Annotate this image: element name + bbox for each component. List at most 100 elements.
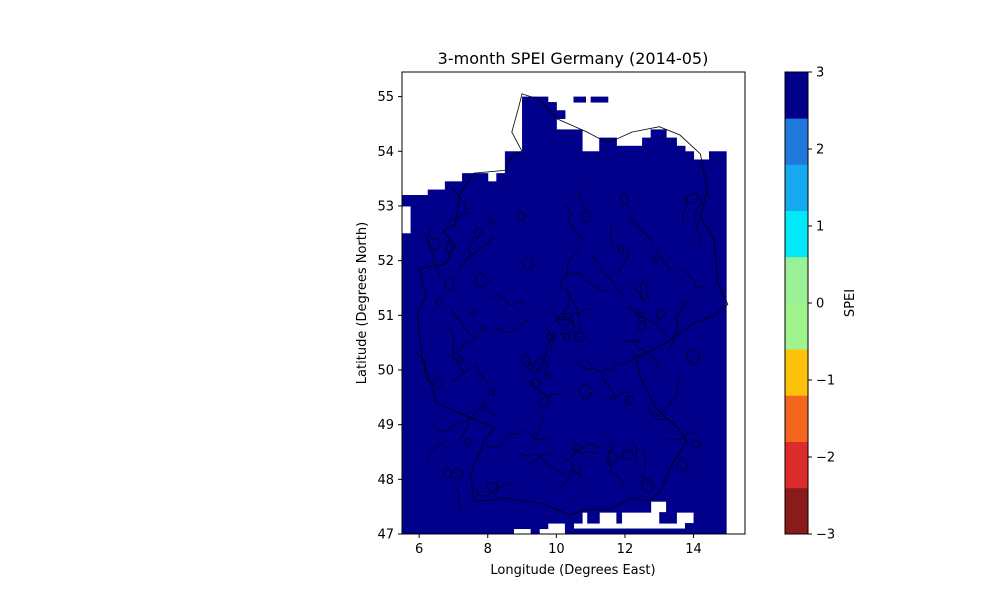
- district-line: [539, 391, 562, 397]
- grid-cell-block: [522, 118, 557, 130]
- district-outline: [572, 443, 581, 452]
- y-tick-label: 51: [377, 309, 394, 324]
- grid-cell-block: [402, 528, 514, 534]
- grid-cell-block: [573, 96, 587, 103]
- district-line: [561, 443, 604, 463]
- district-outline: [675, 458, 689, 472]
- district-line: [588, 360, 616, 400]
- grid-cell-block: [624, 145, 686, 152]
- grid-cell-block: [693, 512, 727, 524]
- district-outline: [619, 193, 629, 205]
- district-line: [451, 333, 479, 354]
- colorbar-label: SPEI: [843, 289, 858, 317]
- district-line: [656, 375, 682, 416]
- district-line: [412, 350, 434, 386]
- district-line: [577, 189, 587, 211]
- district-line: [656, 251, 675, 270]
- district-outline: [557, 312, 573, 327]
- district-outline: [516, 211, 527, 221]
- district-outline: [464, 437, 472, 447]
- district-outline: [544, 373, 551, 379]
- district-outline: [580, 210, 592, 223]
- district-line: [604, 354, 644, 371]
- district-line: [680, 269, 704, 288]
- district-line: [591, 255, 625, 297]
- district-line: [473, 482, 515, 497]
- colorbar-bin: [785, 441, 808, 489]
- district-line: [450, 365, 473, 383]
- district-outline: [534, 357, 549, 371]
- district-line: [617, 248, 628, 274]
- district-line: [474, 363, 489, 384]
- y-tick-label: 50: [377, 363, 394, 378]
- district-outline: [487, 387, 495, 397]
- district-line: [609, 392, 630, 400]
- grid-cell-block: [402, 512, 583, 524]
- district-line: [427, 440, 446, 460]
- district-line: [518, 452, 540, 458]
- district-line: [528, 431, 552, 441]
- district-outline: [432, 377, 444, 389]
- district-line: [646, 404, 676, 424]
- district-outline: [637, 320, 648, 332]
- colorbar-bin: [785, 256, 808, 304]
- district-outline: [526, 363, 534, 371]
- district-line: [559, 248, 581, 290]
- colorbar-bin: [785, 72, 808, 119]
- y-tick-label: 49: [377, 418, 394, 433]
- grid-cell-block: [496, 173, 727, 182]
- district-outline: [652, 257, 659, 265]
- district-line: [447, 325, 465, 374]
- district-line: [559, 330, 577, 335]
- district-line: [447, 212, 470, 221]
- district-line: [456, 420, 470, 443]
- x-tick-label: 10: [548, 542, 565, 557]
- grid-cell-block: [462, 173, 489, 182]
- district-outline: [474, 273, 490, 289]
- district-line: [450, 186, 467, 214]
- district-line: [666, 431, 695, 441]
- grid-cell-block: [444, 181, 727, 191]
- district-line: [677, 300, 693, 317]
- grid-cell-block: [564, 528, 727, 534]
- colorbar-bin: [785, 395, 808, 442]
- district-line: [646, 278, 651, 301]
- grid-cell-block: [599, 137, 617, 147]
- grid-cell-block: [402, 523, 549, 530]
- district-outline: [435, 298, 444, 306]
- plot-area: [401, 71, 746, 535]
- district-line: [620, 339, 642, 343]
- district-line: [455, 485, 463, 509]
- district-outline: [685, 193, 700, 205]
- district-line: [490, 294, 527, 306]
- x-tick-label: 12: [617, 542, 634, 557]
- district-line: [464, 404, 486, 422]
- y-tick-label: 48: [377, 473, 394, 488]
- colorbar-tick-label: −2: [816, 451, 835, 466]
- district-line: [566, 288, 583, 333]
- district-outline: [474, 227, 483, 239]
- district-line: [550, 309, 575, 329]
- grid-cell-block: [616, 512, 623, 524]
- district-outline: [530, 378, 543, 390]
- district-line: [565, 272, 609, 292]
- district-outline: [445, 240, 458, 253]
- grid-cell-block: [590, 96, 609, 103]
- district-line: [458, 236, 474, 272]
- x-tick-label: 8: [484, 542, 492, 557]
- grid-cell-block: [427, 189, 727, 196]
- district-line: [427, 228, 441, 277]
- colorbar-bin: [785, 303, 808, 350]
- district-line: [625, 283, 647, 303]
- district-outline: [444, 277, 455, 291]
- grid-cell-block: [650, 129, 667, 139]
- district-line: [639, 277, 646, 301]
- district-outline: [488, 217, 495, 225]
- district-line: [693, 195, 702, 246]
- colorbar-tick-label: 1: [816, 220, 824, 235]
- district-line: [642, 450, 649, 483]
- district-line: [626, 306, 668, 336]
- district-outline: [428, 238, 441, 251]
- district-outline: [449, 468, 465, 480]
- grid-cell-block: [599, 145, 626, 152]
